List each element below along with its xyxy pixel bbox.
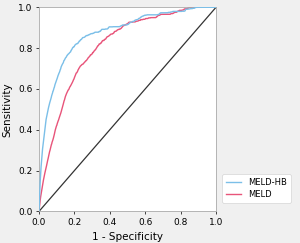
MELD-HB [37, 210, 41, 213]
MELD-HB [142, 14, 145, 17]
MELD-HB [117, 25, 121, 28]
MELD [83, 61, 86, 64]
MELD [170, 12, 174, 15]
Line: MELD: MELD [39, 7, 216, 211]
MELD-HB [170, 10, 174, 13]
MELD-HB [68, 51, 72, 53]
X-axis label: 1 - Specificity: 1 - Specificity [92, 232, 163, 242]
MELD [188, 6, 192, 9]
MELD [142, 18, 145, 21]
MELD [155, 15, 159, 18]
MELD-HB [214, 6, 218, 9]
MELD-HB [195, 6, 199, 9]
Line: MELD-HB: MELD-HB [39, 7, 216, 211]
MELD-HB [83, 36, 86, 39]
MELD [37, 210, 41, 213]
Legend: MELD-HB, MELD: MELD-HB, MELD [222, 174, 291, 203]
MELD [68, 85, 72, 88]
MELD [117, 28, 121, 31]
MELD-HB [155, 13, 159, 16]
Y-axis label: Sensitivity: Sensitivity [3, 82, 13, 137]
MELD [214, 6, 218, 9]
